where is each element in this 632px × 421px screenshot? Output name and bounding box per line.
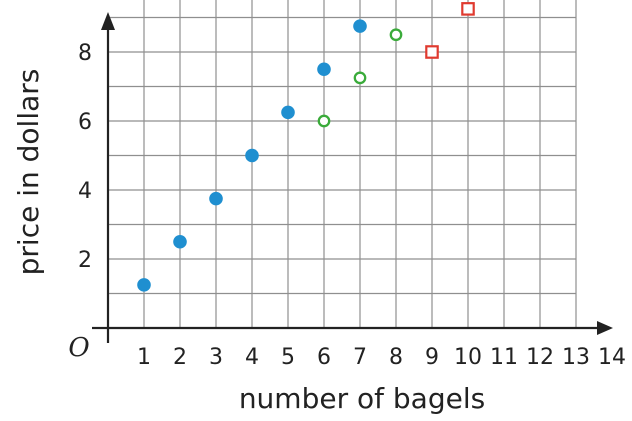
- x-axis-arrow-icon: [597, 321, 613, 335]
- data-point-filled-circle: [353, 19, 367, 33]
- x-tick-label: 9: [425, 345, 439, 370]
- x-tick-label: 13: [562, 345, 590, 370]
- x-tick-label: 7: [353, 345, 367, 370]
- axis-labels: number of bagels price in dollars O: [12, 69, 485, 415]
- origin-label: O: [68, 333, 89, 363]
- data-point-filled-circle: [281, 105, 295, 120]
- y-tick-label: 8: [78, 41, 92, 66]
- data-point-filled-circle: [173, 234, 187, 249]
- tick-labels: 123456789101112131424681012141618: [78, 41, 626, 370]
- data-point-open-circle: [353, 71, 367, 85]
- axes: [92, 12, 613, 343]
- data-point-open-circle: [317, 114, 331, 128]
- x-tick-label: 14: [598, 345, 626, 370]
- x-tick-label: 8: [389, 345, 403, 370]
- data-points: [137, 2, 475, 292]
- data-point-filled-circle: [209, 191, 223, 206]
- y-tick-label: 4: [78, 179, 92, 204]
- data-point-filled-circle: [137, 278, 151, 292]
- x-tick-label: 4: [245, 345, 259, 370]
- x-tick-label: 12: [526, 345, 554, 370]
- data-point-open-square: [461, 2, 475, 16]
- y-tick-label: 6: [78, 110, 92, 135]
- data-point-open-square: [425, 45, 439, 59]
- grid-lines: [108, 0, 577, 328]
- x-tick-label: 6: [317, 345, 331, 370]
- x-tick-label: 5: [281, 345, 295, 370]
- y-axis-title: price in dollars: [12, 69, 45, 276]
- x-tick-label: 1: [137, 345, 151, 370]
- data-point-filled-circle: [317, 62, 331, 77]
- x-axis-title: number of bagels: [239, 382, 485, 415]
- data-point-filled-circle: [245, 148, 259, 163]
- x-tick-label: 3: [209, 345, 223, 370]
- y-axis-arrow-icon: [101, 12, 115, 30]
- data-point-open-circle: [389, 28, 403, 42]
- y-tick-label: 2: [78, 248, 92, 273]
- x-tick-label: 2: [173, 345, 187, 370]
- x-tick-label: 10: [454, 345, 482, 370]
- x-tick-label: 11: [490, 345, 518, 370]
